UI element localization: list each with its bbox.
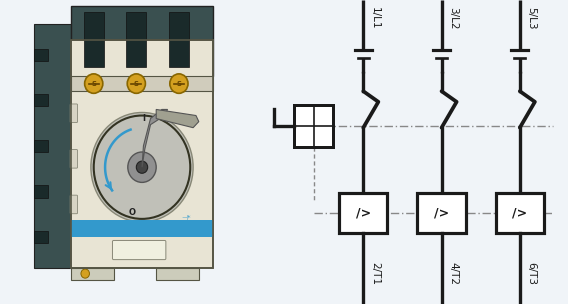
Polygon shape bbox=[34, 24, 71, 268]
Text: S: S bbox=[134, 81, 139, 87]
Text: 6/T3: 6/T3 bbox=[527, 262, 536, 285]
Text: O: O bbox=[128, 208, 136, 217]
Circle shape bbox=[85, 74, 103, 93]
Bar bbox=[71, 40, 213, 268]
Bar bbox=[156, 268, 199, 280]
Bar bbox=[34, 140, 48, 152]
Circle shape bbox=[81, 269, 90, 278]
Bar bbox=[84, 12, 103, 67]
Bar bbox=[169, 12, 189, 67]
FancyBboxPatch shape bbox=[112, 240, 166, 260]
Bar bbox=[71, 40, 213, 268]
Polygon shape bbox=[142, 109, 168, 167]
Circle shape bbox=[170, 74, 188, 93]
Text: 1/L1: 1/L1 bbox=[370, 7, 380, 29]
Circle shape bbox=[91, 112, 193, 222]
Text: S: S bbox=[177, 81, 181, 87]
Text: />: /> bbox=[434, 206, 449, 219]
Circle shape bbox=[136, 161, 148, 173]
Text: 2/T1: 2/T1 bbox=[370, 262, 380, 285]
Text: 3/L2: 3/L2 bbox=[448, 7, 458, 29]
Text: 4/T2: 4/T2 bbox=[448, 262, 458, 285]
Circle shape bbox=[127, 74, 145, 93]
Bar bbox=[71, 76, 213, 91]
Polygon shape bbox=[71, 6, 213, 76]
Text: ⊣*: ⊣* bbox=[182, 216, 191, 221]
Bar bbox=[34, 49, 48, 61]
Circle shape bbox=[128, 152, 156, 182]
Text: S: S bbox=[91, 81, 96, 87]
Bar bbox=[34, 94, 48, 106]
Bar bbox=[339, 193, 387, 233]
Text: />: /> bbox=[512, 206, 528, 219]
Bar bbox=[71, 268, 114, 280]
Bar bbox=[34, 185, 48, 198]
Bar bbox=[294, 105, 333, 147]
FancyBboxPatch shape bbox=[70, 150, 78, 168]
Bar bbox=[496, 193, 544, 233]
Bar bbox=[417, 193, 466, 233]
Text: 5/L3: 5/L3 bbox=[527, 7, 536, 29]
Text: />: /> bbox=[356, 206, 371, 219]
FancyBboxPatch shape bbox=[70, 104, 78, 123]
Bar bbox=[34, 231, 48, 243]
Bar bbox=[127, 12, 147, 67]
Polygon shape bbox=[156, 109, 199, 128]
FancyBboxPatch shape bbox=[70, 195, 78, 214]
Bar bbox=[71, 220, 213, 237]
Text: I: I bbox=[142, 114, 145, 123]
